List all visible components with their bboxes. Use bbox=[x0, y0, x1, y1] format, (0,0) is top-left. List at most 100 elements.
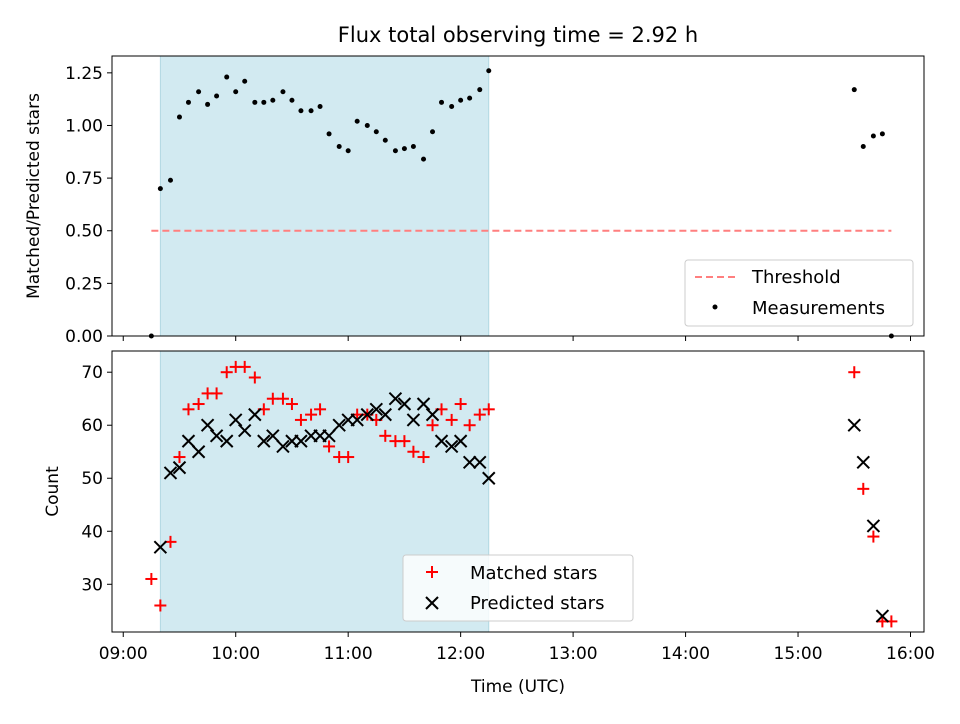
measurement-point bbox=[233, 89, 239, 95]
top-x-ticks bbox=[122, 336, 912, 341]
y-tick-label: 1.00 bbox=[65, 116, 103, 136]
measurement-point bbox=[345, 148, 351, 154]
predicted-star-point bbox=[444, 439, 459, 454]
x-axis-label: Time (UTC) bbox=[470, 677, 565, 697]
bottom-y-ticks: 30 40 50 60 70 bbox=[81, 363, 112, 595]
predicted-star-point bbox=[257, 434, 271, 448]
x-diag-2 bbox=[172, 460, 187, 475]
matched-star-point bbox=[454, 398, 467, 411]
predicted-star-point bbox=[200, 418, 215, 432]
x-diag-2 bbox=[181, 434, 196, 448]
predicted-star-point bbox=[416, 397, 431, 411]
measurement-point bbox=[458, 97, 464, 103]
x-diag-2 bbox=[444, 439, 459, 454]
measurement-point bbox=[870, 133, 876, 139]
top-axes-frame bbox=[111, 55, 925, 337]
bottom-legend: Matched stars Predicted stars bbox=[402, 554, 634, 622]
matched-star-point bbox=[266, 392, 279, 405]
measurement-point bbox=[467, 95, 473, 101]
matched-star-point bbox=[248, 371, 261, 384]
predicted-star-point bbox=[847, 418, 861, 432]
measurement-point bbox=[851, 87, 857, 93]
measurement-point bbox=[167, 177, 173, 183]
bottom-x-ticks: 09:00 10:00 11:00 12:00 13:00 14:00 15:00 16:00 bbox=[99, 632, 935, 664]
x-diag-2 bbox=[220, 434, 234, 448]
x-diag-2 bbox=[856, 455, 870, 470]
measurement-point bbox=[176, 114, 182, 120]
y-tick-label: 40 bbox=[81, 522, 103, 542]
matched-star-point bbox=[426, 419, 439, 432]
chart-title: Flux total observing time = 2.92 h bbox=[338, 23, 698, 47]
measurement-point bbox=[354, 118, 360, 124]
predicted-star-point bbox=[866, 519, 881, 533]
matched-star-point bbox=[314, 403, 327, 416]
predicted-star-point bbox=[453, 434, 468, 448]
x-diag-2 bbox=[434, 434, 449, 448]
predicted-star-point bbox=[473, 455, 487, 470]
x-diag-2 bbox=[425, 407, 440, 422]
x-diag-2 bbox=[473, 455, 487, 470]
predicted-star-point bbox=[332, 418, 346, 432]
measurement-point bbox=[280, 89, 286, 95]
matched-star-point bbox=[220, 366, 233, 379]
y-tick-label: 1.25 bbox=[65, 64, 103, 84]
x-diag-2 bbox=[369, 402, 384, 417]
matched-star-point bbox=[173, 451, 186, 464]
top-panel: 0.00 0.25 0.50 0.75 1.00 1.25 Flux total obse… bbox=[24, 23, 925, 347]
measurement-point bbox=[336, 144, 342, 150]
measurement-point bbox=[401, 146, 407, 152]
measurement-point bbox=[261, 99, 267, 105]
matched-star-point bbox=[445, 413, 458, 426]
predicted-star-point bbox=[350, 413, 364, 427]
y-tick-label: 70 bbox=[81, 363, 103, 383]
matched-star-point bbox=[210, 387, 223, 400]
x-diag-2 bbox=[416, 397, 431, 411]
matched-star-point bbox=[276, 392, 289, 405]
measurement-point bbox=[252, 99, 258, 105]
y-tick-label: 30 bbox=[81, 575, 103, 595]
x-diag-2 bbox=[462, 455, 477, 470]
x-diag-2 bbox=[276, 439, 290, 454]
measurement-point bbox=[477, 87, 483, 93]
measurement-point bbox=[449, 104, 455, 110]
predicted-star-point bbox=[220, 434, 234, 448]
matched-star-point bbox=[238, 360, 251, 373]
x-diag-2 bbox=[209, 429, 224, 443]
predicted-star-point bbox=[378, 407, 392, 422]
y-tick-label: 50 bbox=[81, 469, 103, 489]
measurement-point bbox=[224, 74, 230, 80]
bottom-y-axis-label: Count bbox=[43, 466, 63, 517]
x-diag-2 bbox=[406, 413, 421, 427]
measurement-point bbox=[392, 148, 398, 154]
x-diag-2 bbox=[294, 434, 308, 448]
matched-star-point bbox=[154, 599, 167, 612]
legend-plus-marker bbox=[426, 566, 438, 578]
measurement-point bbox=[196, 89, 202, 95]
x-tick-label: 15:00 bbox=[774, 644, 823, 664]
matched-star-point bbox=[857, 482, 870, 495]
matched-star-point bbox=[463, 419, 476, 432]
predicted-star-point bbox=[856, 455, 870, 470]
x-tick-label: 11:00 bbox=[324, 644, 373, 664]
predicted-star-point bbox=[425, 407, 440, 422]
predicted-star-point bbox=[276, 439, 290, 454]
measurement-point bbox=[270, 97, 276, 103]
x-diag-2 bbox=[388, 392, 403, 406]
matched-star-point bbox=[182, 403, 195, 416]
measurement-point bbox=[382, 137, 388, 143]
predicted-star-point bbox=[191, 445, 206, 459]
x-diag-2 bbox=[360, 407, 375, 422]
x-diag-2 bbox=[322, 429, 336, 443]
top-y-ticks: 0.00 0.25 0.50 0.75 1.00 1.25 bbox=[65, 64, 112, 347]
x-diag-2 bbox=[332, 418, 346, 432]
x-diag-2 bbox=[397, 397, 412, 411]
predicted-star-point bbox=[369, 402, 384, 417]
predicted-star-point bbox=[406, 413, 421, 427]
x-diag-2 bbox=[875, 609, 890, 623]
matched-star-point bbox=[473, 408, 486, 421]
x-tick-label: 14:00 bbox=[661, 644, 710, 664]
legend-predicted-swatch bbox=[425, 596, 439, 610]
predicted-star-point bbox=[388, 392, 403, 406]
predicted-star-point bbox=[266, 429, 280, 443]
